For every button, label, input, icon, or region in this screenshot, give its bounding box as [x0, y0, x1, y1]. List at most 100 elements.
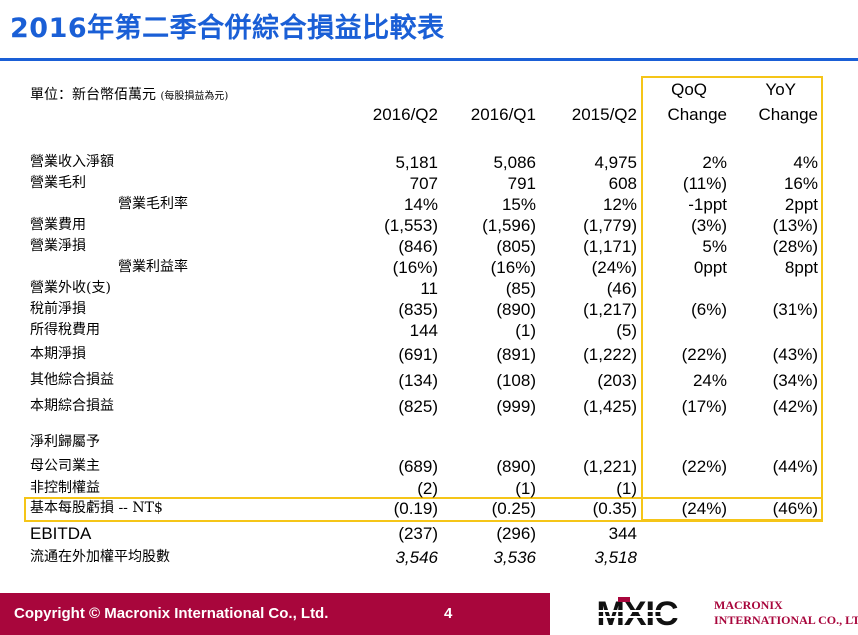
- cell-c5: 4%: [793, 153, 818, 172]
- row-label: 營業收入淨額: [30, 154, 114, 170]
- cell-c5: (42%): [772, 397, 818, 416]
- cell-c1: 707: [409, 174, 438, 193]
- company-line2: INTERNATIONAL CO., LTD.: [714, 613, 858, 627]
- col-header-2016q2: 2016/Q2: [372, 105, 438, 124]
- table-row: 母公司業主 (689) (890) (1,221) (22%) (44%): [0, 456, 858, 477]
- cell-c2: (890): [496, 457, 536, 476]
- cell-c3: (1,217): [583, 300, 637, 319]
- cell-c4: (22%): [681, 345, 727, 364]
- cell-c4: 0ppt: [693, 258, 727, 277]
- row-label: EBITDA: [30, 524, 92, 543]
- unit-label: 單位：新台幣佰萬元 (每股損益為元): [30, 84, 228, 104]
- table-row: 稅前淨損 (835) (890) (1,217) (6%) (31%): [0, 299, 858, 320]
- cell-c1: (16%): [392, 258, 438, 277]
- copyright-text: Copyright © Macronix International Co., …: [14, 605, 329, 622]
- logo-text: MXIC: [597, 597, 678, 629]
- table-row: 營業毛利率 14% 15% 12% -1ppt 2ppt: [0, 194, 858, 215]
- cell-c5: (13%): [772, 216, 818, 235]
- cell-c4: -1ppt: [688, 195, 727, 214]
- table-row: 基本每股虧損 -- NT$ (0.19) (0.25) (0.35) (24%) (46%…: [0, 498, 858, 519]
- cell-c3: (46): [606, 279, 637, 298]
- cell-c3: 3,518: [594, 548, 637, 567]
- table-row: 非控制權益 (2) (1) (1): [0, 478, 858, 499]
- table-row: 淨利歸屬予: [0, 432, 858, 453]
- cell-c2: 15%: [501, 195, 536, 214]
- cell-c2: (891): [496, 345, 536, 364]
- eps-row-highlight: [24, 497, 823, 522]
- cell-c2: (1): [515, 479, 536, 498]
- cell-c4: (24%): [681, 499, 727, 518]
- col-header-qoq-change: Change: [667, 105, 727, 124]
- cell-c5: (43%): [772, 345, 818, 364]
- row-label: 營業淨損: [30, 238, 86, 254]
- cell-c3: (1): [616, 479, 637, 498]
- row-label: 營業外收(支): [30, 280, 111, 296]
- table-row: EBITDA (237) (296) 344: [0, 523, 858, 544]
- cell-c3: 4,975: [594, 153, 637, 172]
- cell-c4: (6%): [691, 300, 727, 319]
- table-row: 營業外收(支) 11 (85) (46): [0, 278, 858, 299]
- row-label: 營業毛利率: [118, 196, 188, 212]
- cell-c5: 16%: [783, 174, 818, 193]
- cell-c3: (0.35): [592, 499, 637, 518]
- cell-c1: (846): [398, 237, 438, 256]
- cell-c2: (85): [505, 279, 536, 298]
- cell-c3: 344: [608, 524, 637, 543]
- cell-c2: (296): [496, 524, 536, 543]
- table-row: 本期綜合損益 (825) (999) (1,425) (17%) (42%): [0, 396, 858, 417]
- company-name: MACRONIX INTERNATIONAL CO., LTD.: [714, 598, 858, 628]
- row-label: 所得稅費用: [30, 322, 100, 338]
- cell-c2: 5,086: [493, 153, 536, 172]
- cell-c4: 24%: [692, 371, 727, 390]
- cell-c2: 3,536: [493, 548, 536, 567]
- col-header-yoy: YoY: [765, 80, 796, 99]
- cell-c1: (1,553): [384, 216, 438, 235]
- cell-c4: (3%): [691, 216, 727, 235]
- cell-c2: (16%): [490, 258, 536, 277]
- row-label: 母公司業主: [30, 458, 100, 474]
- col-header-2015q2: 2015/Q2: [571, 105, 637, 124]
- table-row: 營業利益率 (16%) (16%) (24%) 0ppt 8ppt: [0, 257, 858, 278]
- cell-c3: 12%: [602, 195, 637, 214]
- row-label: 流通在外加權平均股數: [30, 549, 170, 565]
- cell-c1: (2): [417, 479, 438, 498]
- cell-c2: (890): [496, 300, 536, 319]
- cell-c3: (1,779): [583, 216, 637, 235]
- col-header-yoy-change: Change: [758, 105, 818, 124]
- cell-c2: (999): [496, 397, 536, 416]
- row-label: 淨利歸屬予: [30, 434, 100, 450]
- cell-c5: (46%): [772, 499, 818, 518]
- page-number: 4: [444, 605, 453, 622]
- table-row: 流通在外加權平均股數 3,546 3,536 3,518: [0, 547, 858, 568]
- cell-c4: (22%): [681, 457, 727, 476]
- cell-c3: (5): [616, 321, 637, 340]
- mxic-logo: MXIC: [578, 597, 696, 629]
- table-row: 所得稅費用 144 (1) (5): [0, 320, 858, 341]
- unit-text: 單位：新台幣佰萬元: [30, 87, 156, 103]
- cell-c3: (1,221): [583, 457, 637, 476]
- cell-c4: (17%): [681, 397, 727, 416]
- cell-c3: (1,171): [583, 237, 637, 256]
- cell-c1: 11: [420, 279, 438, 298]
- unit-note: (每股損益為元): [160, 91, 229, 102]
- footer-bar: Copyright © Macronix International Co., …: [0, 593, 550, 635]
- cell-c4: (11%): [682, 174, 727, 193]
- cell-c1: (237): [398, 524, 438, 543]
- cell-c2: (0.25): [491, 499, 536, 518]
- row-label: 營業毛利: [30, 175, 86, 191]
- row-label: 營業費用: [30, 217, 86, 233]
- company-line1: MACRONIX: [714, 598, 783, 612]
- cell-c1: (691): [398, 345, 438, 364]
- row-label: 非控制權益: [30, 480, 100, 496]
- cell-c3: 608: [608, 174, 637, 193]
- cell-c1: 3,546: [395, 548, 438, 567]
- table-row: 營業毛利 707 791 608 (11%) 16%: [0, 173, 858, 194]
- cell-c5: (31%): [772, 300, 818, 319]
- cell-c4: 2%: [702, 153, 727, 172]
- cell-c3: (203): [597, 371, 637, 390]
- cell-c1: 5,181: [395, 153, 438, 172]
- cell-c1: 144: [409, 321, 438, 340]
- cell-c5: (34%): [772, 371, 818, 390]
- cell-c5: 2ppt: [784, 195, 818, 214]
- table-row: 本期淨損 (691) (891) (1,222) (22%) (43%): [0, 344, 858, 365]
